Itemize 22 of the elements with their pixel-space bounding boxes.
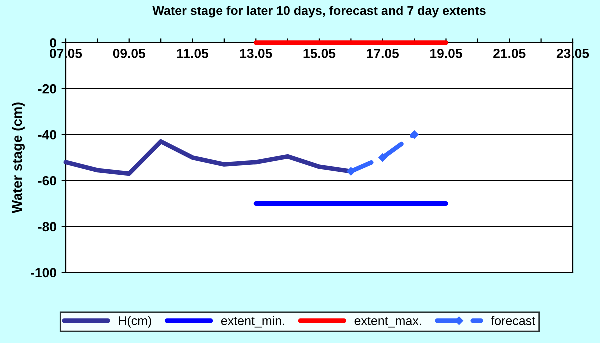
point: [378, 154, 388, 162]
x-tick-label: 13.05: [240, 48, 272, 58]
y-tick-label: -60: [38, 176, 56, 186]
y-tick-label: -80: [38, 222, 56, 232]
y-tick-label: -100: [31, 268, 56, 278]
x-tick-label: 15.05: [304, 48, 336, 58]
x-tick-label: 11.05: [177, 48, 209, 58]
point: [410, 130, 419, 139]
x-tick-label: 19.05: [430, 48, 462, 58]
x-tick-label: 09.05: [113, 48, 146, 58]
x-tick-label: 17.05: [367, 48, 400, 58]
point: [347, 167, 356, 176]
y-tick-label: -40: [38, 130, 56, 140]
x-tick-label: 21.05: [494, 48, 526, 58]
legend-label: extent_max.: [354, 317, 422, 328]
legend-label: forecast: [491, 316, 536, 326]
legend-label: H(cm): [119, 316, 152, 328]
chart-title: Water stage for later 10 days, forecast and 7 day extents: [152, 6, 486, 18]
y-tick-label: -20: [38, 84, 56, 94]
legend-label: extent_min.: [221, 316, 284, 328]
y-tick-label: 0: [50, 38, 56, 48]
y-axis-title: Water stage (cm): [12, 102, 26, 214]
